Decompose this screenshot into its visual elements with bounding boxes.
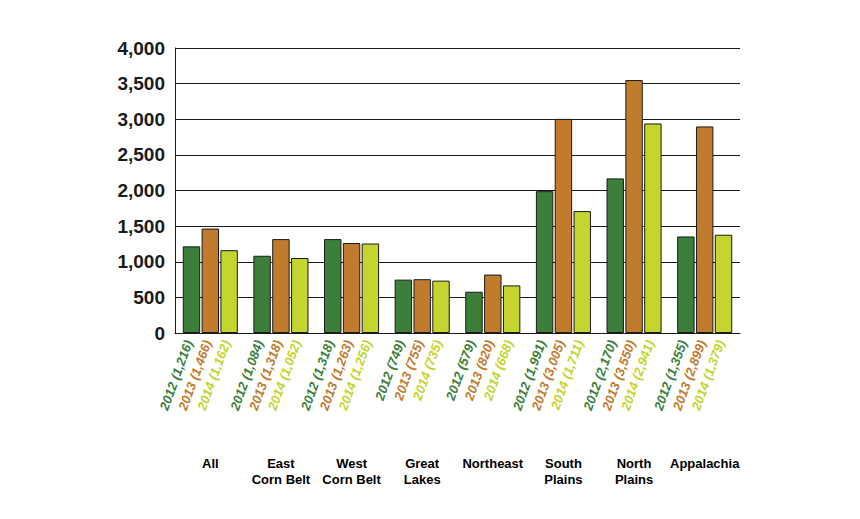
svg-text:2013 (1,466): 2013 (1,466) (175, 338, 215, 413)
svg-text:2,000: 2,000 (117, 180, 165, 201)
svg-text:2012 (1,216): 2012 (1,216) (156, 338, 196, 413)
svg-text:2014 (735): 2014 (735) (409, 338, 445, 403)
svg-text:2014 (2,941): 2014 (2,941) (618, 338, 658, 413)
svg-text:2012 (749): 2012 (749) (372, 338, 408, 403)
svg-text:2012 (1,318): 2012 (1,318) (297, 338, 337, 413)
svg-text:South: South (545, 456, 582, 471)
svg-text:2013 (2,899): 2013 (2,899) (669, 338, 709, 413)
svg-text:Corn Belt: Corn Belt (322, 472, 381, 487)
svg-text:2,500: 2,500 (117, 144, 165, 165)
svg-text:2013 (3,005): 2013 (3,005) (528, 338, 568, 413)
svg-text:Plains: Plains (544, 472, 582, 487)
svg-text:3,500: 3,500 (117, 73, 165, 94)
svg-text:1,000: 1,000 (117, 251, 165, 272)
svg-text:2014 (1,256): 2014 (1,256) (335, 338, 375, 413)
svg-text:2014 (1,162): 2014 (1,162) (194, 338, 234, 413)
svg-text:2012 (579): 2012 (579) (442, 338, 479, 403)
svg-text:Great: Great (405, 456, 440, 471)
svg-text:500: 500 (133, 287, 165, 308)
svg-text:2012 (1,355): 2012 (1,355) (650, 338, 691, 413)
svg-text:Appalachia: Appalachia (670, 456, 740, 471)
svg-text:Lakes: Lakes (404, 472, 441, 487)
svg-text:2013 (1,263): 2013 (1,263) (316, 338, 356, 413)
svg-text:All: All (202, 456, 219, 471)
svg-text:Plains: Plains (615, 472, 653, 487)
svg-text:2013 (755): 2013 (755) (390, 338, 427, 403)
svg-text:2013 (1,318): 2013 (1,318) (245, 338, 286, 413)
svg-text:2014 (1,711): 2014 (1,711) (547, 338, 586, 412)
svg-text:West: West (336, 456, 367, 471)
svg-text:East: East (267, 456, 295, 471)
svg-text:2012 (2,170): 2012 (2,170) (580, 338, 620, 413)
svg-text:2013 (820): 2013 (820) (461, 338, 498, 403)
svg-text:Corn Belt: Corn Belt (252, 472, 311, 487)
svg-text:Northeast: Northeast (462, 456, 523, 471)
svg-text:1,500: 1,500 (117, 216, 165, 237)
svg-text:2012 (1,084): 2012 (1,084) (227, 338, 267, 413)
svg-text:2014 (668): 2014 (668) (480, 338, 516, 403)
svg-text:0: 0 (154, 323, 165, 344)
svg-text:North: North (617, 456, 652, 471)
svg-text:4,000: 4,000 (117, 38, 165, 59)
svg-text:2013 (3,550): 2013 (3,550) (599, 338, 639, 413)
svg-text:3,000: 3,000 (117, 109, 165, 130)
svg-text:2014 (1,052): 2014 (1,052) (264, 338, 304, 413)
svg-text:2014 (1,379): 2014 (1,379) (688, 338, 728, 413)
svg-text:2012 (1,991): 2012 (1,991) (509, 338, 549, 413)
